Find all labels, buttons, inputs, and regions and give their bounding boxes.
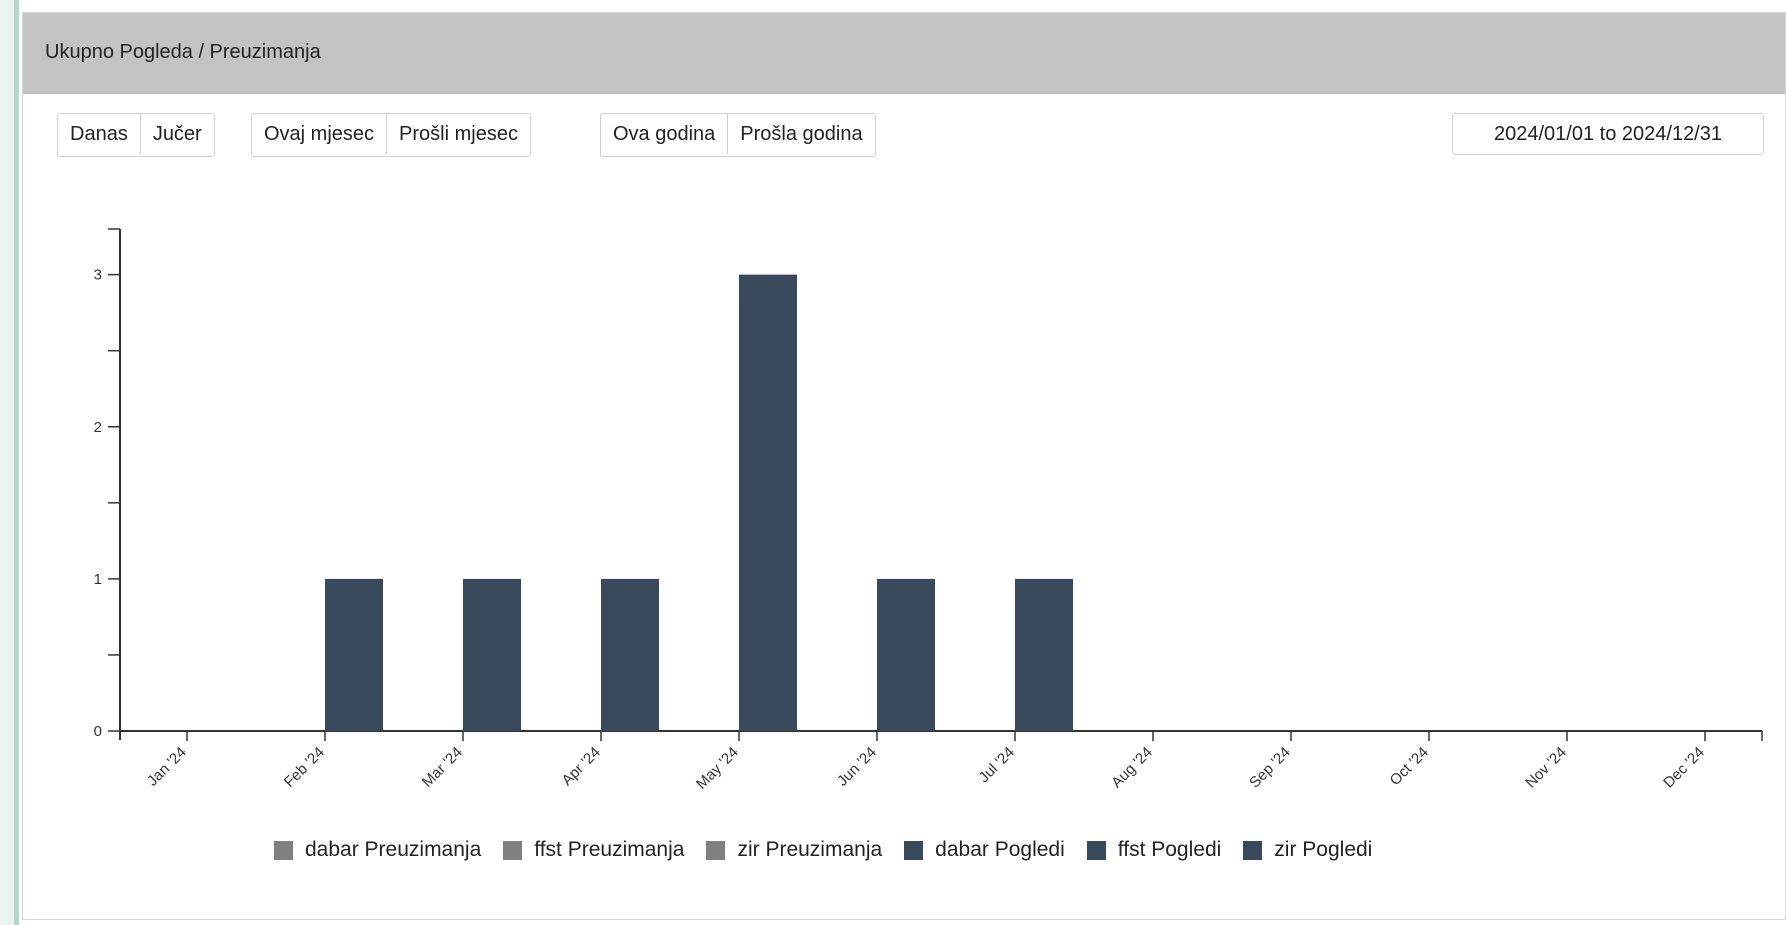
legend-swatch — [1243, 840, 1263, 860]
bar-jun24[interactable] — [877, 578, 935, 731]
y-tick-label: 2 — [94, 419, 102, 436]
month-filter-group: Ovaj mjesec Prošli mjesec — [251, 113, 531, 157]
legend-item[interactable]: zir Preuzimanja — [706, 838, 882, 862]
date-range-picker[interactable]: 2024/01/01 to 2024/12/31 — [1452, 113, 1764, 155]
bar-jul24[interactable] — [1015, 578, 1073, 731]
bar-mar24[interactable] — [463, 578, 521, 731]
legend-label: dabar Preuzimanja — [305, 838, 482, 861]
legend-item[interactable]: dabar Preuzimanja — [274, 838, 481, 862]
year-filter-group: Ova godina Prošla godina — [600, 113, 876, 157]
legend-label: ffst Preuzimanja — [534, 838, 685, 861]
left-edge-strip — [0, 0, 19, 925]
y-tick-label: 3 — [94, 267, 102, 284]
x-tick-label: Sep '24 — [1246, 744, 1294, 792]
x-tick-label: Aug '24 — [1108, 744, 1156, 792]
x-tick-label: Dec '24 — [1660, 744, 1708, 792]
x-tick-label: Feb '24 — [281, 744, 328, 791]
legend-swatch — [706, 840, 726, 860]
legend-swatch — [503, 840, 523, 860]
chart-legend: dabar Preuzimanja ffst Preuzimanja zir Pre… — [274, 838, 1394, 862]
yesterday-button[interactable]: Jučer — [152, 122, 202, 145]
x-tick-label: May '24 — [693, 744, 742, 793]
stats-panel: Ukupno Pogleda / Preuzimanja — [22, 12, 1786, 920]
legend-item[interactable]: ffst Pogledi — [1086, 838, 1222, 862]
x-tick-label: Oct '24 — [1387, 744, 1432, 789]
x-tick-label: Jun '24 — [834, 744, 880, 790]
day-filter-group: Danas Jučer — [57, 113, 215, 157]
panel-title: Ukupno Pogleda / Preuzimanja — [45, 41, 321, 63]
x-tick-label: Jan '24 — [144, 744, 190, 790]
legend-label: dabar Pogledi — [935, 838, 1065, 861]
legend-item[interactable]: ffst Preuzimanja — [503, 838, 684, 862]
x-tick-label: Nov '24 — [1522, 744, 1570, 792]
last-year-button[interactable]: Prošla godina — [740, 122, 863, 145]
today-button[interactable]: Danas — [58, 114, 141, 154]
this-month-button[interactable]: Ovaj mjesec — [252, 114, 388, 154]
bar-apr24[interactable] — [601, 578, 659, 731]
y-tick-label: 1 — [94, 571, 102, 588]
x-tick-label: Apr '24 — [559, 744, 604, 789]
legend-swatch — [274, 840, 293, 860]
legend-label: ffst Pogledi — [1117, 838, 1222, 861]
legend-swatch — [1086, 840, 1106, 860]
last-month-button[interactable]: Prošli mjesec — [399, 122, 518, 145]
panel-header: Ukupno Pogleda / Preuzimanja — [23, 13, 1785, 94]
legend-label: zir Preuzimanja — [737, 838, 883, 861]
x-tick-label: Mar '24 — [419, 744, 466, 791]
legend-label: zir Pogledi — [1274, 838, 1373, 861]
this-year-button[interactable]: Ova godina — [601, 114, 729, 154]
bar-feb24[interactable] — [325, 578, 383, 731]
legend-item[interactable]: dabar Pogledi — [904, 838, 1065, 862]
x-tick-label: Jul '24 — [975, 744, 1017, 786]
legend-item[interactable]: zir Pogledi — [1243, 838, 1372, 862]
y-tick-label: 0 — [94, 723, 102, 740]
legend-swatch — [904, 840, 924, 860]
bar-may24[interactable] — [739, 274, 797, 731]
